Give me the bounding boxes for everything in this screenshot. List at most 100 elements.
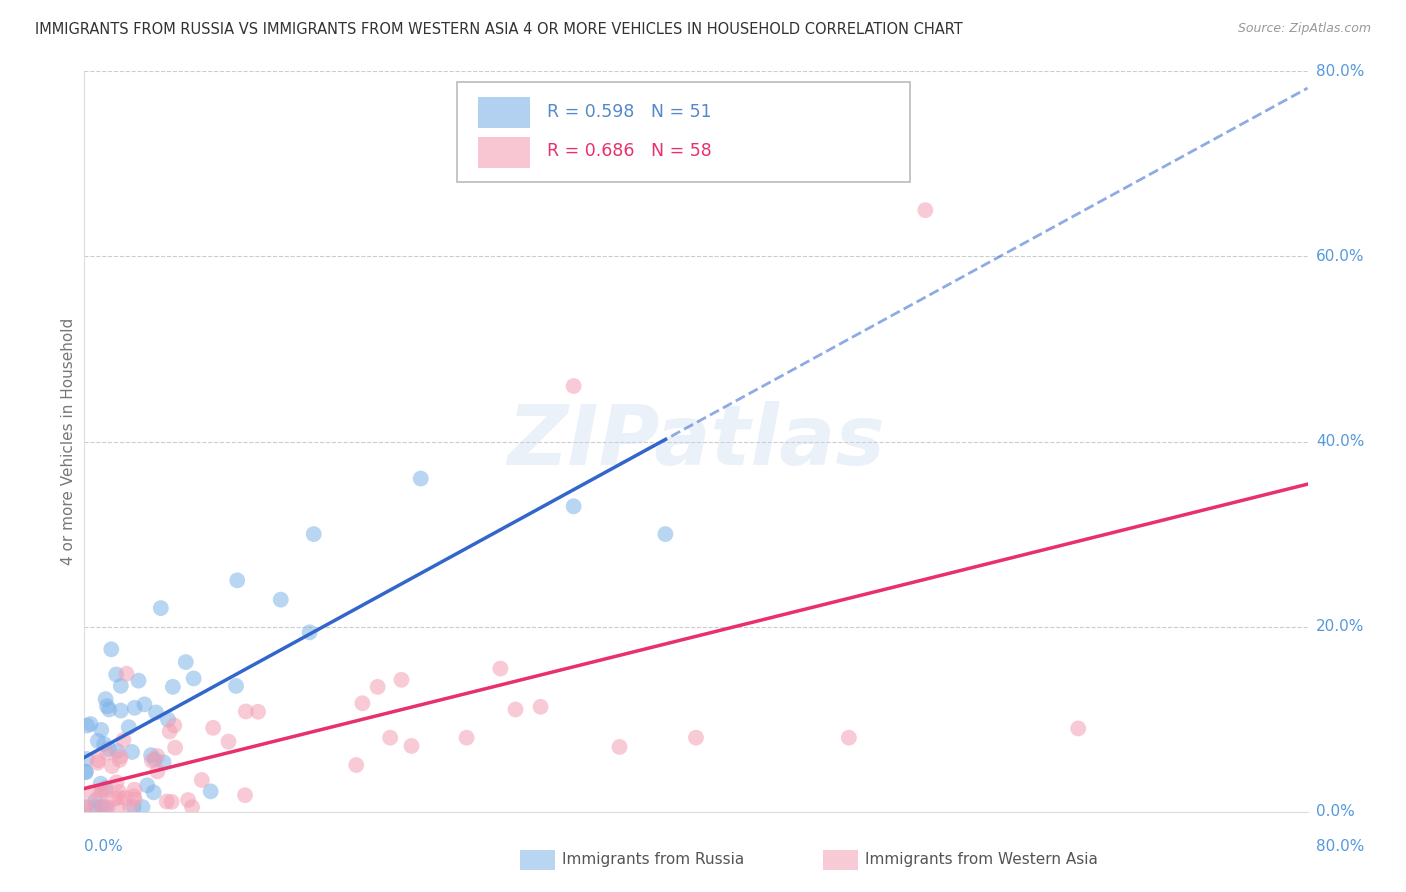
- Text: 40.0%: 40.0%: [1316, 434, 1364, 449]
- Point: [118, 800, 141, 814]
- Point: [121, 745, 143, 759]
- Point: [456, 731, 478, 745]
- Point: [183, 672, 205, 686]
- Point: [100, 642, 122, 657]
- Point: [96, 746, 118, 760]
- Point: [914, 203, 936, 218]
- Point: [114, 791, 136, 805]
- Point: [181, 800, 204, 814]
- Point: [75, 800, 97, 814]
- Point: [226, 574, 249, 588]
- Point: [174, 655, 197, 669]
- Point: [105, 775, 128, 789]
- Point: [562, 500, 585, 514]
- Point: [97, 742, 120, 756]
- Text: Immigrants from Western Asia: Immigrants from Western Asia: [865, 853, 1098, 867]
- Text: 20.0%: 20.0%: [1316, 619, 1364, 634]
- Point: [86, 756, 108, 770]
- Point: [122, 789, 145, 804]
- Point: [141, 754, 163, 768]
- Point: [146, 764, 169, 779]
- Point: [98, 702, 121, 716]
- Bar: [478, 97, 530, 128]
- Point: [838, 731, 860, 745]
- Point: [145, 706, 167, 720]
- Point: [160, 795, 183, 809]
- Point: [96, 699, 118, 714]
- Point: [107, 800, 129, 814]
- Point: [654, 527, 676, 541]
- Point: [344, 758, 367, 772]
- Text: IMMIGRANTS FROM RUSSIA VS IMMIGRANTS FROM WESTERN ASIA 4 OR MORE VEHICLES IN HOU: IMMIGRANTS FROM RUSSIA VS IMMIGRANTS FRO…: [35, 22, 963, 37]
- Point: [489, 662, 512, 676]
- Point: [118, 720, 141, 734]
- Point: [94, 784, 117, 798]
- Point: [233, 788, 256, 802]
- Point: [247, 705, 270, 719]
- Point: [685, 731, 707, 745]
- Text: 0.0%: 0.0%: [84, 839, 124, 855]
- Point: [105, 667, 128, 681]
- Text: Immigrants from Russia: Immigrants from Russia: [562, 853, 745, 867]
- Point: [143, 752, 166, 766]
- Point: [134, 698, 156, 712]
- Point: [225, 679, 247, 693]
- Point: [108, 753, 131, 767]
- Point: [97, 800, 120, 814]
- Text: 80.0%: 80.0%: [1316, 64, 1364, 78]
- Point: [149, 601, 172, 615]
- Point: [177, 793, 200, 807]
- Text: 80.0%: 80.0%: [1316, 839, 1364, 855]
- Point: [90, 723, 112, 737]
- Point: [1067, 722, 1090, 736]
- Point: [91, 783, 114, 797]
- Point: [562, 379, 585, 393]
- Point: [84, 793, 107, 807]
- Point: [270, 592, 292, 607]
- Point: [115, 666, 138, 681]
- Point: [93, 800, 115, 814]
- Point: [84, 800, 107, 814]
- Point: [124, 782, 146, 797]
- Point: [110, 749, 132, 764]
- Point: [94, 780, 117, 795]
- Point: [146, 749, 169, 764]
- Point: [200, 784, 222, 798]
- Point: [122, 800, 145, 814]
- Point: [609, 739, 631, 754]
- Text: ZIPatlas: ZIPatlas: [508, 401, 884, 482]
- Point: [73, 800, 96, 814]
- Point: [104, 791, 127, 805]
- Point: [105, 744, 128, 758]
- Point: [131, 800, 153, 814]
- Point: [162, 680, 184, 694]
- Text: 0.0%: 0.0%: [1316, 805, 1354, 819]
- Point: [401, 739, 423, 753]
- Point: [110, 679, 132, 693]
- Point: [202, 721, 225, 735]
- Text: R = 0.598   N = 51: R = 0.598 N = 51: [547, 103, 711, 121]
- Point: [108, 790, 131, 805]
- Point: [101, 759, 124, 773]
- Point: [110, 704, 132, 718]
- Point: [152, 756, 174, 770]
- Point: [380, 731, 402, 745]
- Point: [108, 785, 131, 799]
- Point: [159, 724, 181, 739]
- Point: [87, 753, 110, 767]
- Text: 60.0%: 60.0%: [1316, 249, 1364, 264]
- Point: [128, 673, 150, 688]
- Point: [112, 733, 135, 747]
- Point: [94, 692, 117, 706]
- Point: [156, 795, 179, 809]
- Point: [136, 778, 159, 792]
- Point: [409, 472, 432, 486]
- Point: [142, 785, 165, 799]
- Point: [352, 696, 374, 710]
- Point: [367, 680, 389, 694]
- Point: [391, 673, 413, 687]
- Point: [89, 788, 111, 802]
- Point: [124, 792, 146, 806]
- Point: [76, 718, 98, 732]
- Point: [139, 748, 162, 763]
